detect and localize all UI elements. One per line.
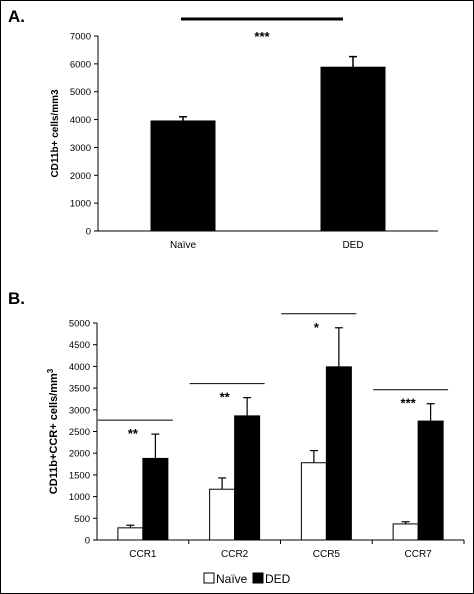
panel-b-y-tick-label: 1000: [69, 492, 90, 503]
panel-b-y-tick-label: 500: [74, 514, 90, 525]
panel-a-category-label-ded: DED: [342, 240, 363, 251]
panel-b-bar-ccr2-naive: [209, 488, 236, 541]
panel-b-chart: B. CD11b+CCR+ cells/mm3 0 500 1000 1500 2000…: [8, 289, 465, 560]
panel-b-bar-ccr7-naive: [392, 523, 419, 541]
legend-naive-swatch: [203, 572, 215, 584]
panel-b-y-tick-label: 4000: [69, 362, 90, 373]
legend-ded-label: DED: [265, 572, 291, 586]
panel-a-chart: A. CD11b+ cells/mm3 0 1000 2000 3000 4000 500…: [8, 7, 438, 251]
panel-b-label: B.: [8, 289, 25, 308]
panel-b-y-tick-label: 3500: [69, 384, 90, 395]
panel-b-y-tick-label: 4500: [69, 340, 90, 351]
panel-a-label: A.: [8, 7, 25, 26]
legend-ded-swatch: [252, 572, 264, 584]
panel-b-bar-ccr1-ded: [142, 457, 169, 541]
panel-a-bar-ded: [320, 66, 386, 232]
panel-a-y-tick-label: 2000: [70, 171, 91, 182]
panel-b-category-label-ccr1: CCR1: [129, 549, 157, 560]
panel-a-y-tick-label: 3000: [70, 143, 91, 154]
panel-a-y-tick-label: 7000: [70, 32, 91, 43]
panel-a-y-tick-label: 1000: [70, 199, 91, 210]
panel-b-bar-ccr5-naive: [300, 462, 327, 541]
panel-b-category-label-ccr5: CCR5: [313, 549, 341, 560]
panel-b-y-tick-label: 5000: [69, 319, 90, 330]
panel-b-category-label-ccr2: CCR2: [221, 549, 249, 560]
panel-b-category-label-ccr7: CCR7: [405, 549, 433, 560]
panel-b-y-tick-label: 0: [85, 536, 90, 547]
panel-b-y-axis-label-superscript: 3: [46, 368, 55, 373]
panel-b-legend: Naïve DED: [203, 572, 291, 586]
panel-a-y-tick-label: 4000: [70, 115, 91, 126]
panel-b-bar-ccr5-ded: [325, 366, 352, 541]
panel-b-y-tick-label: 2000: [69, 449, 90, 460]
panel-a-y-tick-label: 6000: [70, 59, 91, 70]
panel-b-y-tick-label: 2500: [69, 427, 90, 438]
panel-b-y-tick-label: 1500: [69, 470, 90, 481]
panel-a-y-tick-label: 5000: [70, 87, 91, 98]
panel-b-y-tick-label: 3000: [69, 405, 90, 416]
panel-b-bar-ccr7-ded: [417, 420, 444, 541]
panel-a-bar-naive: [150, 120, 216, 232]
panel-b-bar-ccr1-naive: [117, 527, 144, 541]
panel-a-y-axis-label: CD11b+ cells/mm3: [50, 89, 61, 178]
panel-a-significance-label: ***: [254, 29, 270, 44]
panel-b-significance-label-ccr7: ***: [401, 396, 417, 411]
panel-a-y-tick-label: 0: [86, 227, 91, 238]
panel-b-significance-label-ccr5: *: [314, 320, 320, 335]
panel-b-bar-ccr2-ded: [234, 415, 261, 541]
panel-b-significance-label-ccr2: **: [220, 390, 231, 405]
panel-b-significance-label-ccr1: **: [128, 426, 139, 441]
legend-naive-label: Naïve: [216, 572, 248, 586]
panel-b-y-axis-label-main: CD11b+CCR+ cells/mm: [48, 373, 60, 494]
panel-a-category-label-naive: Naïve: [170, 240, 197, 251]
panel-b-y-axis-label: CD11b+CCR+ cells/mm3: [46, 368, 60, 494]
